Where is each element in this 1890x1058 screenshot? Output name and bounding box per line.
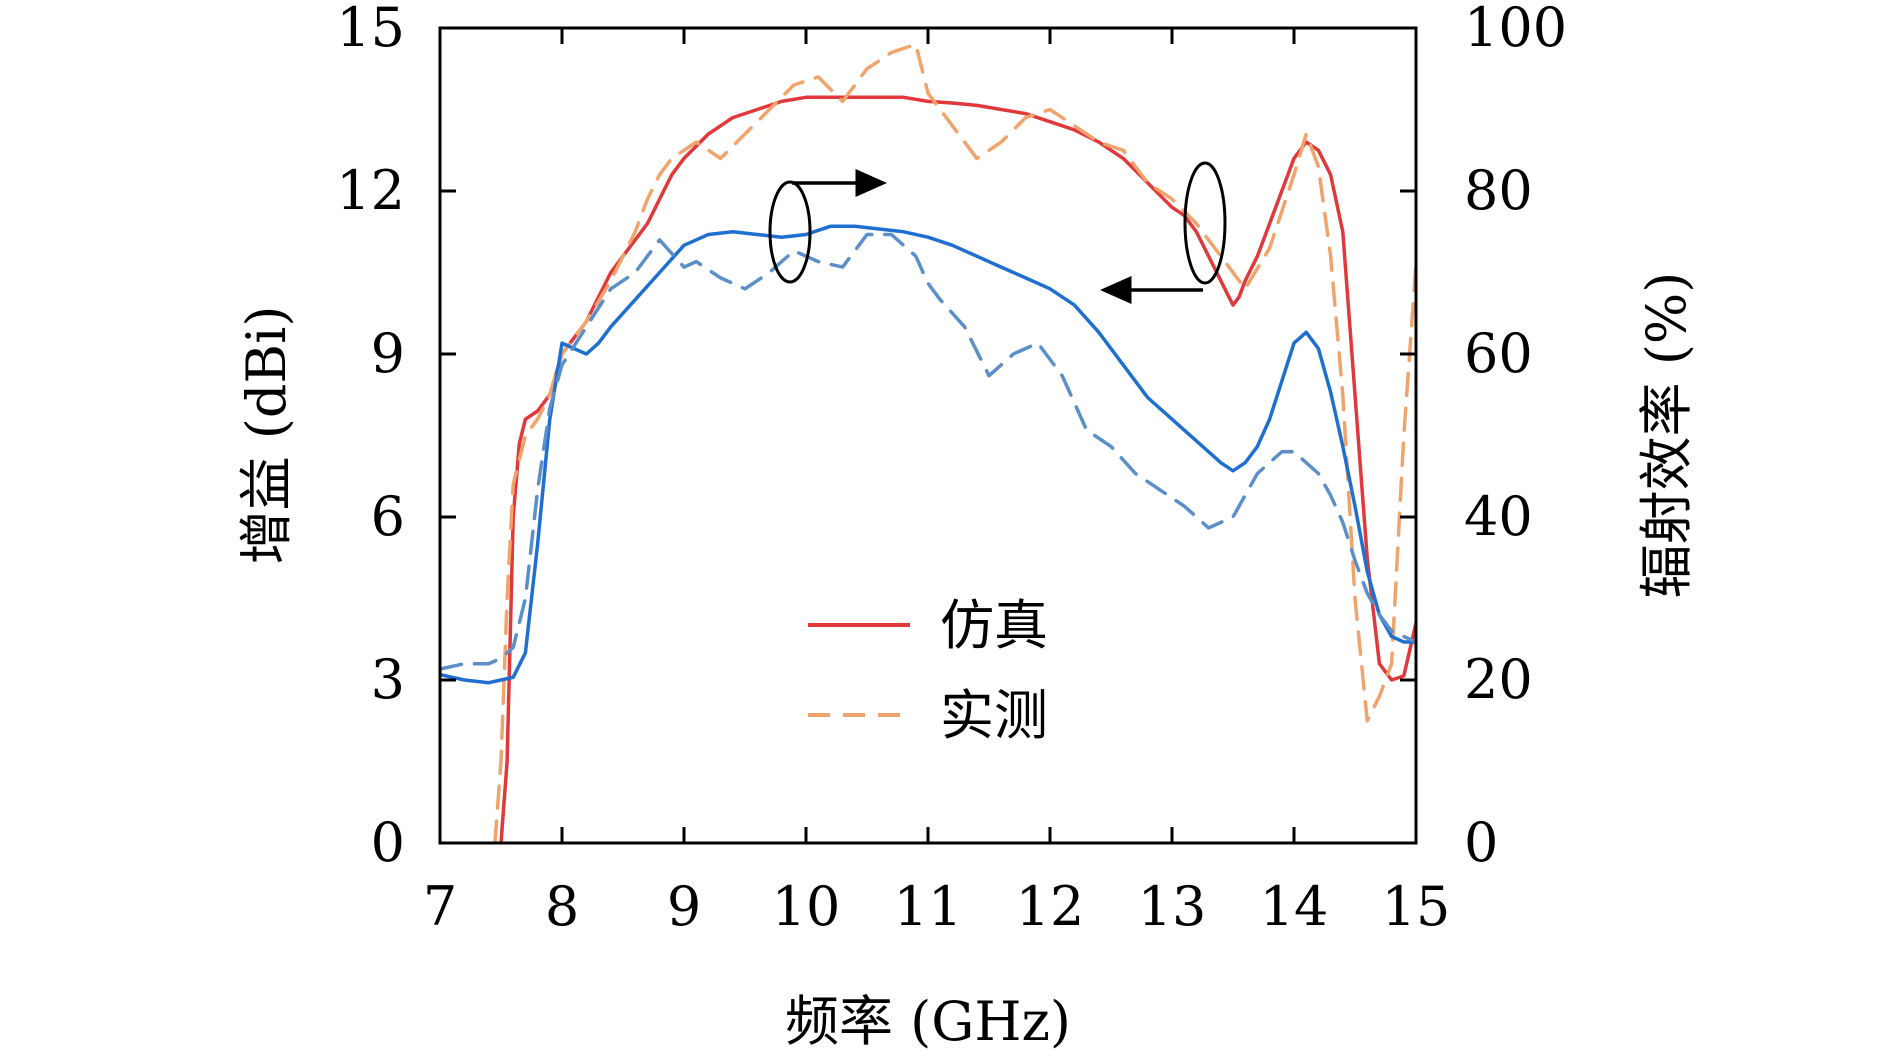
y-left-tick-label: 12 <box>336 159 405 222</box>
y-left-tick-label: 6 <box>371 485 405 548</box>
x-tick-label: 7 <box>423 875 457 938</box>
x-tick-label: 9 <box>667 875 701 938</box>
y-right-tick-label: 100 <box>1464 0 1567 59</box>
y-axis-right-ticks: 0 20 40 60 80 100 <box>1400 0 1567 874</box>
y-right-tick-label: 0 <box>1464 811 1498 874</box>
x-tick-label: 8 <box>545 875 579 938</box>
y-right-tick-label: 40 <box>1464 485 1533 548</box>
x-tick-label: 15 <box>1382 875 1451 938</box>
annotation-loop-right <box>1183 161 1227 285</box>
y-left-tick-label: 15 <box>336 0 405 59</box>
annotation-gain-axis-arrow <box>1100 161 1227 304</box>
annotation-efficiency-axis-arrow <box>768 169 887 284</box>
y-left-tick-label: 0 <box>371 811 405 874</box>
series-layer <box>440 42 1416 843</box>
series-line-efficiency-simulated <box>499 95 1416 843</box>
y-right-tick-label: 20 <box>1464 648 1533 711</box>
y-axis-right-title: 辐射效率 (%) <box>1635 272 1698 599</box>
series-line-efficiency-measured <box>493 42 1416 843</box>
legend: 仿真 实测 <box>808 594 1048 747</box>
legend-label-measured: 实测 <box>940 684 1048 747</box>
series-line-gain-measured <box>440 232 1416 671</box>
x-tick-label: 12 <box>1016 875 1085 938</box>
x-tick-label: 13 <box>1138 875 1207 938</box>
y-axis-left-title: 增益 (dBi) <box>235 306 298 565</box>
x-axis-ticks: 7 8 9 10 11 12 13 14 15 <box>423 28 1451 938</box>
y-right-tick-label: 80 <box>1464 159 1533 222</box>
y-left-tick-label: 9 <box>371 322 405 385</box>
x-axis-title: 频率 (GHz) <box>785 990 1071 1053</box>
x-tick-label: 14 <box>1260 875 1329 938</box>
annotation-loop-left <box>768 180 812 284</box>
legend-label-simulation: 仿真 <box>940 594 1048 657</box>
y-left-tick-label: 3 <box>371 648 405 711</box>
x-tick-label: 11 <box>894 875 963 938</box>
y-right-tick-label: 60 <box>1464 322 1533 385</box>
y-axis-left-ticks: 0 3 6 9 12 15 <box>336 0 456 874</box>
series-line-gain-simulated <box>440 224 1416 685</box>
x-tick-label: 10 <box>772 875 841 938</box>
plot-frame <box>438 26 1418 845</box>
